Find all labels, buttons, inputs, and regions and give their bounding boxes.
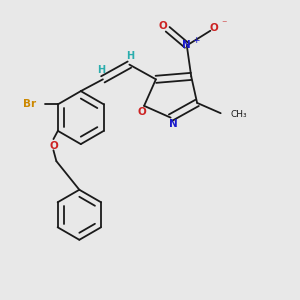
Text: H: H	[126, 51, 134, 61]
Text: ⁻: ⁻	[221, 19, 226, 29]
Text: H: H	[98, 65, 106, 76]
Text: O: O	[209, 23, 218, 33]
Text: +: +	[193, 36, 200, 45]
Text: N: N	[169, 119, 177, 129]
Text: N: N	[182, 40, 191, 50]
Text: Br: Br	[23, 99, 36, 110]
Text: O: O	[137, 107, 146, 117]
Text: CH₃: CH₃	[231, 110, 247, 119]
Text: O: O	[159, 21, 168, 31]
Text: O: O	[49, 141, 58, 151]
